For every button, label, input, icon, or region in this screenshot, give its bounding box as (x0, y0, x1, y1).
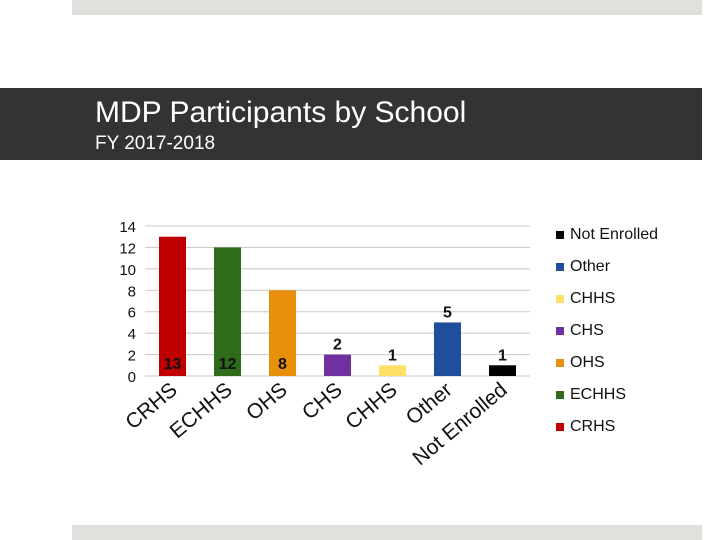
data-label: 13 (164, 356, 182, 373)
legend-label: CHHS (570, 290, 616, 307)
bottom-decor-strip (72, 525, 702, 540)
legend-label: OHS (570, 354, 605, 371)
legend-swatch (556, 359, 564, 367)
x-category-label: ECHHS (166, 378, 237, 443)
bar-other (434, 322, 461, 376)
x-category-label: CHS (298, 378, 347, 424)
top-decor-strip (72, 0, 702, 15)
data-label: 1 (388, 347, 397, 364)
bar-crhs (159, 236, 186, 376)
legend-label: Other (570, 258, 611, 275)
x-category-label: OHS (242, 378, 292, 425)
legend-swatch (556, 327, 564, 335)
legend-item: CHS (556, 321, 604, 341)
data-label: 12 (219, 356, 237, 373)
bar-not-enrolled (489, 365, 516, 376)
data-label: 8 (278, 356, 287, 373)
y-tick-label: 12 (119, 240, 136, 257)
bar-chs (324, 354, 351, 376)
legend-swatch (556, 231, 564, 239)
y-tick-label: 4 (128, 326, 136, 343)
x-category-label: Not Enrolled (408, 378, 511, 470)
legend-label: CRHS (570, 418, 616, 435)
y-tick-label: 0 (128, 369, 136, 386)
legend-swatch (556, 423, 564, 431)
legend-item: CHHS (556, 289, 615, 309)
bar-ohs (269, 290, 296, 376)
y-tick-label: 2 (128, 348, 136, 365)
legend-item: OHS (556, 353, 605, 373)
legend-swatch (556, 295, 564, 303)
y-tick-label: 14 (119, 219, 136, 236)
legend-item: Other (556, 257, 610, 277)
bar-echhs (214, 247, 241, 376)
data-label: 1 (498, 347, 507, 364)
legend-label: Not Enrolled (570, 226, 659, 243)
y-tick-label: 6 (128, 305, 136, 322)
title-band (0, 88, 702, 160)
slide-title: MDP Participants by School (95, 96, 467, 129)
bar-chhs (379, 365, 406, 376)
legend-label: ECHHS (570, 386, 627, 403)
legend-swatch (556, 391, 564, 399)
legend-swatch (556, 263, 564, 271)
data-label: 2 (333, 337, 342, 354)
legend-item: ECHHS (556, 385, 626, 405)
data-label: 5 (443, 304, 452, 321)
y-tick-label: 8 (128, 283, 136, 300)
y-tick-label: 10 (119, 262, 136, 279)
slide-subtitle: FY 2017-2018 (95, 133, 216, 154)
x-category-label: CHHS (341, 378, 401, 434)
legend-label: CHS (570, 322, 604, 339)
legend-item: Not Enrolled (556, 225, 658, 245)
legend-item: CRHS (556, 417, 615, 437)
